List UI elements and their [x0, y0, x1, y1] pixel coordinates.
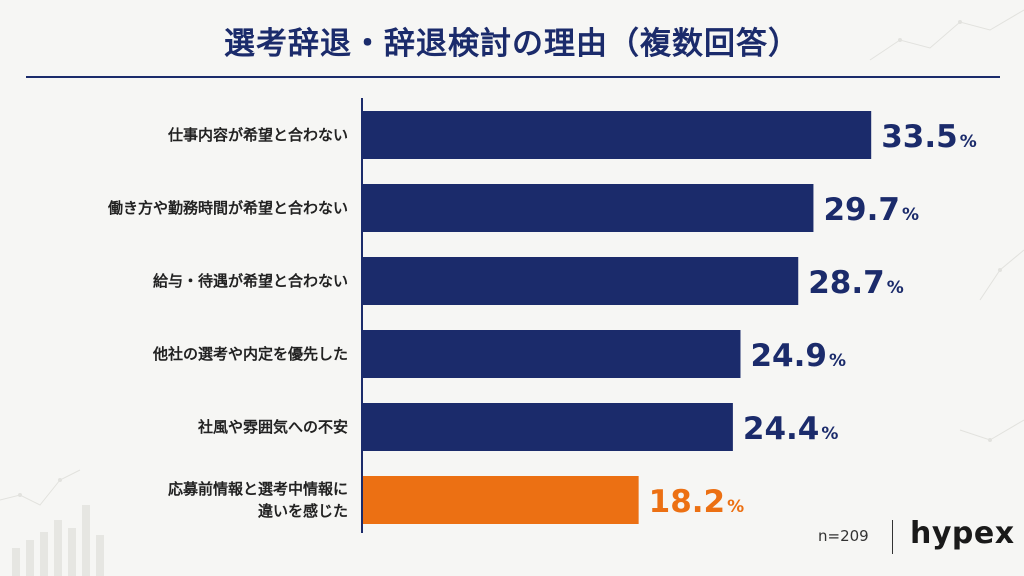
category-label-4: 社風や雰囲気への不安: [197, 418, 348, 436]
category-label-1: 働き方や勤務時間が希望と合わない: [107, 199, 348, 217]
bar-1: [362, 184, 814, 232]
value-label-4: 24.4%: [743, 411, 839, 447]
bar-5: [362, 476, 639, 524]
footer-divider: [892, 520, 893, 554]
category-label-0: 仕事内容が希望と合わない: [167, 126, 348, 144]
value-label-3: 24.9%: [750, 338, 846, 374]
sample-size-label: n=209: [818, 527, 869, 545]
category-label-5: 応募前情報と選考中情報に違いを感じた: [168, 480, 348, 520]
title-underline: [26, 76, 1000, 78]
bar-2: [362, 257, 799, 305]
value-label-0: 33.5%: [881, 119, 977, 155]
bar-4: [362, 403, 733, 451]
bar-3: [362, 330, 741, 378]
value-label-2: 28.7%: [808, 265, 904, 301]
value-label-5: 18.2%: [649, 484, 745, 520]
brand-logo: hypex: [910, 516, 1015, 551]
value-label-1: 29.7%: [823, 192, 919, 228]
bar-0: [362, 111, 872, 159]
category-label-3: 他社の選考や内定を優先した: [152, 345, 348, 363]
page-title: 選考辞退・辞退検討の理由（複数回答）: [224, 26, 800, 62]
category-label-2: 給与・待遇が希望と合わない: [153, 272, 348, 290]
